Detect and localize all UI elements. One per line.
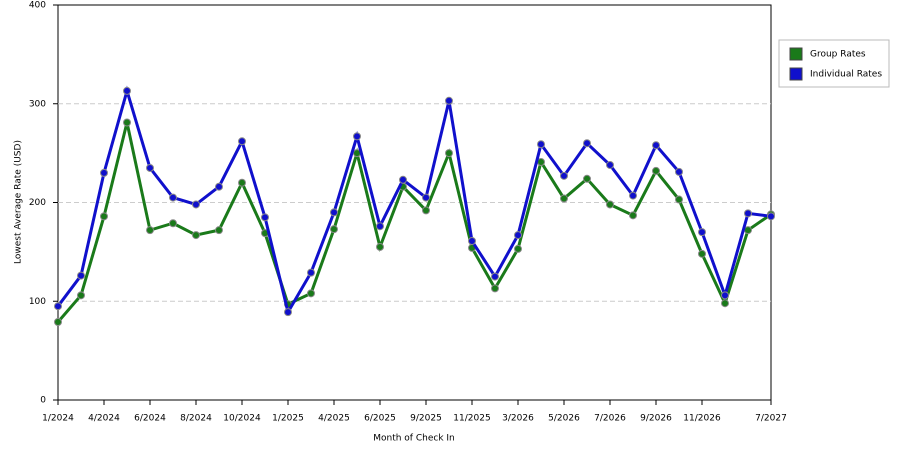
x-tick-label: 9/2026 bbox=[640, 414, 672, 424]
point bbox=[675, 167, 683, 176]
point bbox=[376, 242, 384, 251]
point bbox=[77, 271, 85, 280]
point bbox=[767, 212, 775, 221]
legend-label: Group Rates bbox=[810, 50, 866, 60]
point bbox=[445, 149, 453, 158]
point bbox=[100, 168, 108, 177]
x-tick-label: 1/2025 bbox=[272, 414, 304, 424]
point bbox=[514, 244, 522, 253]
point bbox=[123, 86, 131, 95]
point bbox=[560, 171, 568, 180]
point bbox=[652, 166, 660, 175]
point bbox=[261, 213, 269, 222]
x-tick-label: 11/2026 bbox=[683, 414, 721, 424]
x-axis-label: Month of Check In bbox=[373, 434, 455, 444]
point bbox=[54, 302, 62, 311]
point bbox=[675, 195, 683, 204]
point bbox=[422, 206, 430, 215]
y-tick-label: 200 bbox=[29, 198, 46, 208]
x-tick-label: 3/2026 bbox=[502, 414, 534, 424]
x-tick-label: 7/2026 bbox=[594, 414, 626, 424]
point bbox=[583, 139, 591, 148]
y-tick-label: 400 bbox=[29, 1, 46, 11]
point bbox=[238, 178, 246, 187]
x-tick-label: 10/2024 bbox=[223, 414, 261, 424]
point bbox=[307, 268, 315, 277]
point bbox=[330, 225, 338, 234]
y-tick-label: 300 bbox=[29, 99, 46, 109]
point bbox=[698, 249, 706, 258]
point bbox=[192, 231, 200, 240]
point bbox=[491, 272, 499, 281]
x-tick-label: 6/2024 bbox=[134, 414, 166, 424]
point bbox=[652, 141, 660, 150]
x-tick-label: 8/2024 bbox=[180, 414, 212, 424]
point bbox=[123, 118, 131, 127]
point bbox=[77, 291, 85, 300]
point bbox=[629, 211, 637, 220]
point bbox=[721, 299, 729, 308]
point bbox=[376, 222, 384, 231]
point bbox=[422, 193, 430, 202]
x-tick-label: 9/2025 bbox=[410, 414, 442, 424]
point bbox=[744, 209, 752, 218]
point bbox=[146, 226, 154, 235]
series-line bbox=[56, 122, 772, 323]
point bbox=[537, 140, 545, 149]
point bbox=[468, 237, 476, 246]
point bbox=[307, 289, 315, 298]
point bbox=[330, 208, 338, 217]
point bbox=[146, 163, 154, 172]
point bbox=[353, 132, 361, 141]
x-tick-label: 5/2026 bbox=[548, 414, 580, 424]
point bbox=[169, 193, 177, 202]
legend-swatch bbox=[789, 67, 803, 81]
point bbox=[514, 231, 522, 240]
point bbox=[560, 194, 568, 203]
series-line bbox=[56, 85, 772, 317]
point bbox=[445, 96, 453, 105]
legend-label: Individual Rates bbox=[810, 70, 882, 80]
point bbox=[399, 175, 407, 184]
point bbox=[238, 137, 246, 146]
x-tick-label: 1/2024 bbox=[42, 414, 74, 424]
x-tick-label: 6/2025 bbox=[364, 414, 396, 424]
point bbox=[192, 200, 200, 209]
y-tick-label: 0 bbox=[40, 396, 46, 406]
x-tick-label: 4/2025 bbox=[318, 414, 350, 424]
point bbox=[100, 212, 108, 221]
point bbox=[721, 291, 729, 300]
point bbox=[215, 182, 223, 191]
point bbox=[629, 191, 637, 200]
point bbox=[583, 174, 591, 183]
x-tick-label: 4/2024 bbox=[88, 414, 120, 424]
point bbox=[215, 226, 223, 235]
point bbox=[606, 160, 614, 169]
point bbox=[744, 226, 752, 235]
point bbox=[169, 219, 177, 228]
y-tick-label: 100 bbox=[29, 297, 46, 307]
point bbox=[698, 228, 706, 237]
y-axis-label: Lowest Average Rate (USD) bbox=[14, 140, 24, 264]
point bbox=[54, 317, 62, 326]
point bbox=[284, 308, 292, 317]
point bbox=[606, 200, 614, 209]
legend-swatch bbox=[789, 47, 803, 61]
x-tick-label: 11/2025 bbox=[453, 414, 490, 424]
x-tick-label: 7/2027 bbox=[755, 414, 787, 424]
point bbox=[491, 284, 499, 293]
